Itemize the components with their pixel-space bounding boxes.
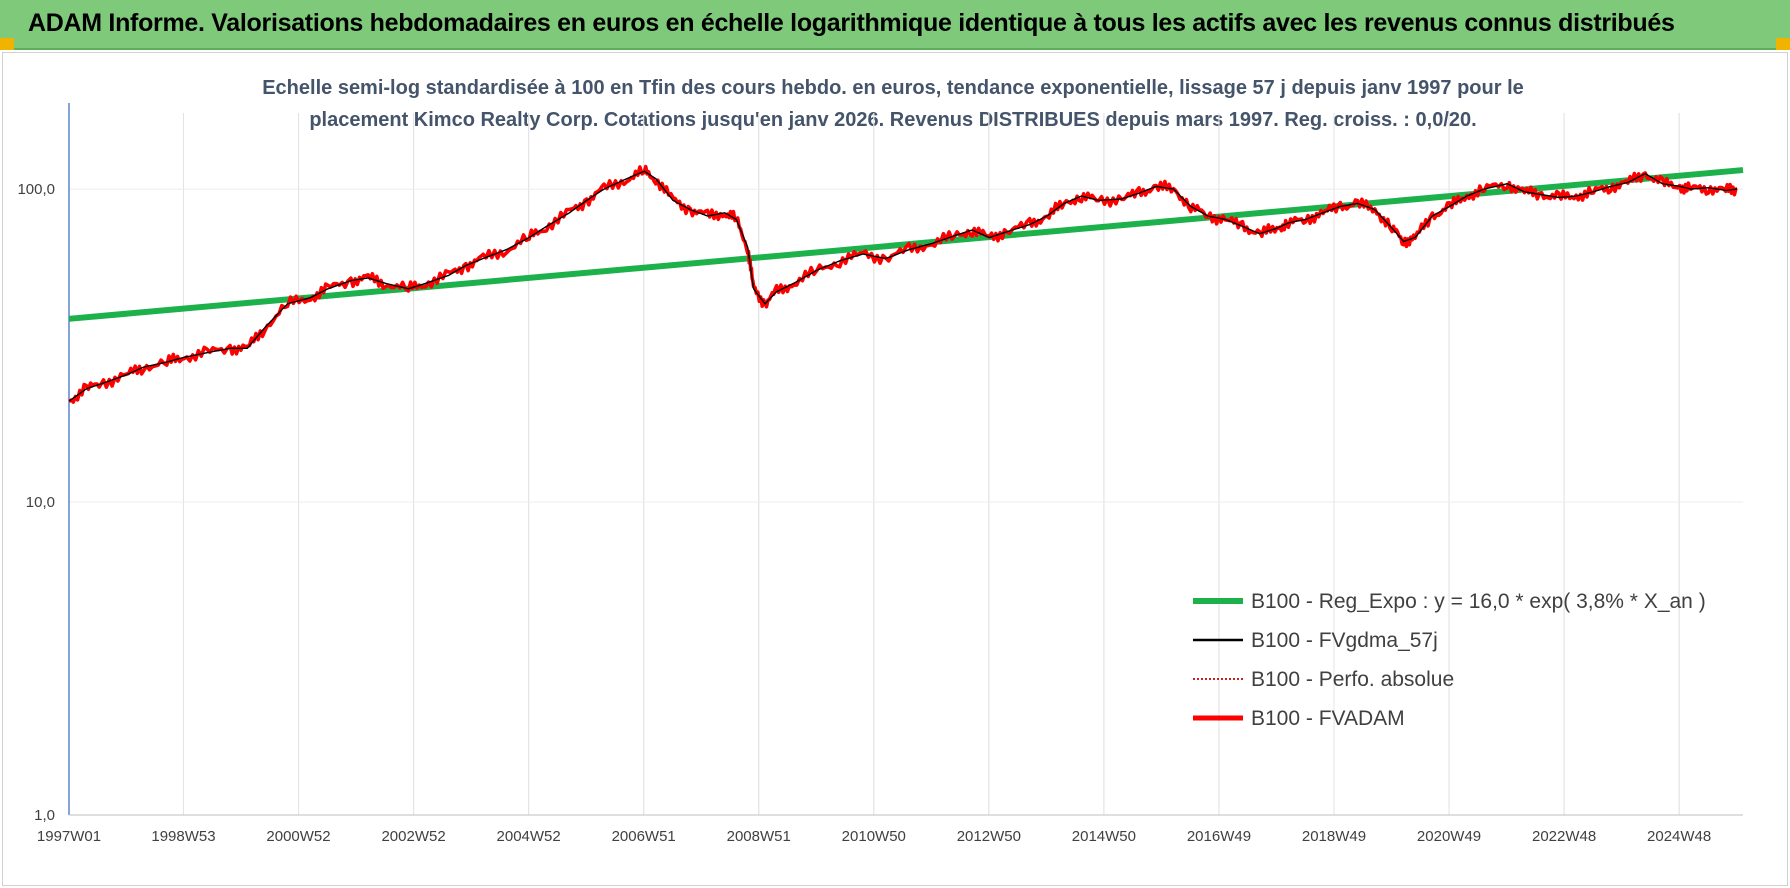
legend-label: B100 - FVgdma_57j	[1251, 629, 1438, 652]
chart-area: Echelle semi-log standardisée à 100 en T…	[2, 52, 1788, 886]
x-tick-label: 2014W50	[1072, 828, 1136, 845]
x-tick-label: 2024W48	[1647, 828, 1711, 845]
chart-title-line2: placement Kimco Realty Corp. Cotations j…	[309, 109, 1477, 131]
report-title: ADAM Informe. Valorisations hebdomadaire…	[28, 9, 1675, 37]
y-tick-label: 10,0	[26, 494, 55, 511]
legend-label: B100 - FVADAM	[1251, 707, 1405, 730]
report-header: ADAM Informe. Valorisations hebdomadaire…	[0, 0, 1790, 50]
x-tick-label: 2012W50	[957, 828, 1021, 845]
x-tick-label: 2022W48	[1532, 828, 1596, 845]
x-tick-label: 2004W52	[497, 828, 561, 845]
series-fvadam-line	[68, 164, 1738, 404]
x-tick-label: 2016W49	[1187, 828, 1251, 845]
y-tick-label: 1,0	[34, 807, 55, 824]
chart-title-line1: Echelle semi-log standardisée à 100 en T…	[262, 77, 1524, 99]
x-tick-label: 1998W53	[151, 828, 215, 845]
x-tick-label: 2002W52	[381, 828, 445, 845]
x-tick-label: 2000W52	[266, 828, 330, 845]
chart-plot: 1997W01 1998W53 2000W52 2002W52 2004W52 2006W…	[17, 103, 1744, 845]
x-tick-label: 2020W49	[1417, 828, 1481, 845]
legend-label: B100 - Reg_Expo : y = 16,0 * exp( 3,8% *…	[1251, 590, 1706, 613]
y-tick-label: 100,0	[17, 181, 55, 198]
x-tick-label: 2006W51	[612, 828, 676, 845]
series-smoothed-line	[68, 170, 1738, 402]
x-tick-label: 2010W50	[842, 828, 906, 845]
corner-marker-top-left	[0, 38, 14, 50]
legend-label: B100 - Perfo. absolue	[1251, 668, 1454, 691]
x-tick-label: 2008W51	[727, 828, 791, 845]
x-tick-label: 2018W49	[1302, 828, 1366, 845]
corner-marker-top-right	[1776, 38, 1790, 50]
x-tick-label: 1997W01	[37, 828, 101, 845]
